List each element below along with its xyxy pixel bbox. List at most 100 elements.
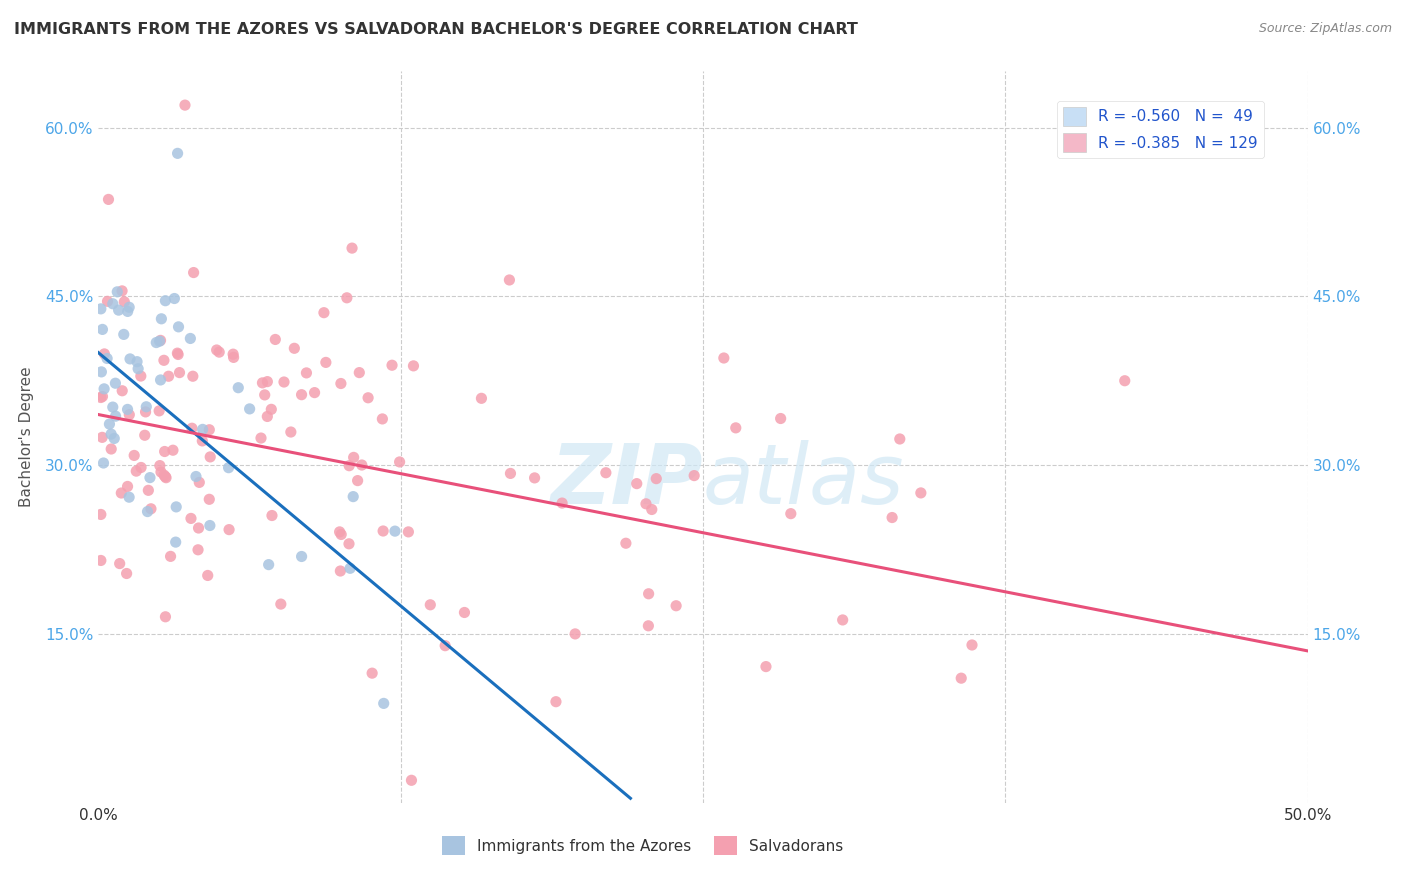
Point bbox=[98, 417, 121, 431]
Point bbox=[665, 599, 688, 613]
Point bbox=[226, 381, 249, 395]
Point bbox=[155, 609, 177, 624]
Point bbox=[198, 518, 221, 533]
Text: atlas: atlas bbox=[703, 441, 904, 522]
Point bbox=[90, 301, 112, 316]
Point bbox=[96, 294, 118, 309]
Point bbox=[239, 401, 262, 416]
Point bbox=[129, 460, 152, 475]
Point bbox=[434, 639, 457, 653]
Point bbox=[181, 369, 204, 384]
Point bbox=[419, 598, 441, 612]
Point bbox=[637, 587, 659, 601]
Point bbox=[91, 430, 114, 444]
Point bbox=[191, 434, 214, 448]
Point bbox=[100, 442, 122, 456]
Point bbox=[713, 351, 735, 365]
Point bbox=[101, 400, 124, 414]
Point bbox=[111, 284, 134, 298]
Point bbox=[257, 558, 280, 572]
Point bbox=[218, 460, 240, 475]
Point bbox=[90, 365, 112, 379]
Point bbox=[381, 358, 404, 372]
Point bbox=[150, 311, 173, 326]
Point bbox=[184, 469, 207, 483]
Point bbox=[499, 467, 522, 481]
Point bbox=[779, 507, 801, 521]
Point bbox=[342, 490, 364, 504]
Point bbox=[162, 443, 184, 458]
Point bbox=[330, 527, 353, 541]
Point bbox=[153, 353, 176, 368]
Point bbox=[564, 627, 586, 641]
Point bbox=[91, 389, 114, 403]
Point bbox=[153, 468, 176, 483]
Point bbox=[111, 384, 134, 398]
Point bbox=[960, 638, 983, 652]
Point bbox=[595, 466, 617, 480]
Point bbox=[90, 553, 112, 567]
Point bbox=[831, 613, 853, 627]
Point bbox=[135, 405, 157, 419]
Point bbox=[187, 542, 209, 557]
Point bbox=[551, 496, 574, 510]
Point bbox=[157, 369, 180, 384]
Point bbox=[183, 266, 205, 280]
Point bbox=[104, 376, 127, 391]
Point bbox=[256, 409, 278, 424]
Point bbox=[145, 335, 167, 350]
Point bbox=[260, 508, 283, 523]
Point bbox=[181, 421, 204, 435]
Point bbox=[100, 427, 122, 442]
Point bbox=[155, 471, 177, 485]
Point bbox=[103, 432, 125, 446]
Point bbox=[346, 474, 368, 488]
Point bbox=[339, 561, 361, 575]
Point bbox=[90, 391, 112, 405]
Point bbox=[222, 347, 245, 361]
Point bbox=[388, 455, 411, 469]
Point bbox=[149, 458, 172, 473]
Point bbox=[122, 449, 145, 463]
Point bbox=[115, 566, 138, 581]
Point bbox=[950, 671, 973, 685]
Point bbox=[200, 450, 222, 464]
Point bbox=[402, 359, 425, 373]
Point bbox=[135, 400, 157, 414]
Point bbox=[329, 376, 352, 391]
Point bbox=[148, 404, 170, 418]
Point bbox=[198, 492, 221, 507]
Point bbox=[218, 523, 240, 537]
Point bbox=[104, 409, 127, 424]
Point bbox=[295, 366, 318, 380]
Point bbox=[343, 450, 366, 465]
Point bbox=[169, 366, 191, 380]
Point bbox=[350, 458, 373, 472]
Point bbox=[187, 521, 209, 535]
Point bbox=[155, 469, 177, 483]
Point bbox=[270, 597, 292, 611]
Point bbox=[134, 428, 156, 442]
Point bbox=[283, 341, 305, 355]
Point bbox=[101, 297, 124, 311]
Point bbox=[167, 347, 190, 361]
Point bbox=[148, 334, 170, 349]
Point bbox=[118, 408, 141, 422]
Point bbox=[149, 334, 172, 348]
Point bbox=[312, 306, 335, 320]
Point bbox=[91, 322, 114, 336]
Point bbox=[110, 486, 132, 500]
Point bbox=[118, 300, 141, 314]
Point bbox=[882, 510, 904, 524]
Point bbox=[205, 343, 228, 357]
Point bbox=[336, 291, 359, 305]
Point bbox=[641, 502, 664, 516]
Point bbox=[291, 549, 314, 564]
Text: Source: ZipAtlas.com: Source: ZipAtlas.com bbox=[1258, 22, 1392, 36]
Point bbox=[112, 327, 135, 342]
Point bbox=[112, 294, 135, 309]
Point bbox=[198, 423, 221, 437]
Legend: Immigrants from the Azores, Salvadorans: Immigrants from the Azores, Salvadorans bbox=[436, 830, 849, 861]
Point bbox=[153, 444, 176, 458]
Point bbox=[889, 432, 911, 446]
